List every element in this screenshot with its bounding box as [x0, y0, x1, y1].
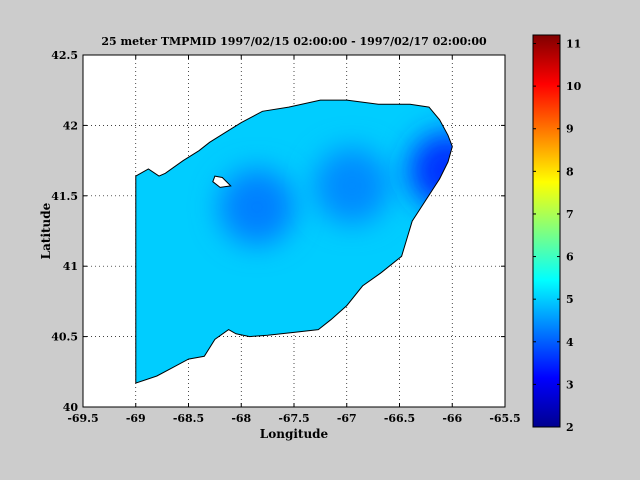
x-tick-label: -69.5 — [67, 412, 98, 425]
y-tick-label: 40 — [63, 401, 79, 414]
cold-pool — [219, 169, 296, 246]
x-tick-label: -68 — [231, 412, 251, 425]
y-tick-label: 41.5 — [51, 190, 78, 203]
x-tick-label: -67 — [337, 412, 357, 425]
x-tick-label: -66 — [442, 412, 462, 425]
y-tick-label: 41 — [63, 260, 78, 273]
colorbar-tick-label: 10 — [566, 80, 582, 93]
axis-ticks: -69.5 -69 -68.5 -68 -67.5 -67 -66.5 -66 -65.5 40 4… — [51, 49, 520, 425]
colorbar-tick-label: 3 — [566, 378, 574, 391]
y-tick-label: 40.5 — [51, 331, 78, 344]
x-tick-label: -65.5 — [489, 412, 520, 425]
x-axis-label: Longitude — [260, 427, 329, 441]
colorbar-tick-label: 8 — [566, 165, 574, 178]
y-axis-label: Latitude — [39, 202, 53, 259]
x-tick-label: -66.5 — [384, 412, 415, 425]
y-tick-label: 42.5 — [51, 49, 78, 62]
cold-pool — [314, 147, 391, 224]
colorbar-tick-label: 4 — [566, 336, 574, 349]
colorbar-ticks: 2 3 4 5 6 7 8 9 10 11 — [533, 38, 582, 434]
colorbar-tick-label: 5 — [566, 293, 574, 306]
x-tick-label: -68.5 — [173, 412, 204, 425]
colorbar-tick-label: 2 — [566, 421, 574, 434]
chart-title: 25 meter TMPMID 1997/02/15 02:00:00 - 19… — [101, 35, 487, 48]
colorbar-tick-label: 11 — [566, 38, 581, 51]
colorbar-tick-label: 6 — [566, 251, 574, 264]
colorbar-tick-label: 7 — [566, 208, 574, 221]
island-outline — [212, 175, 232, 188]
y-tick-label: 42 — [63, 119, 78, 132]
x-tick-label: -69 — [126, 412, 146, 425]
domain-outline — [135, 99, 453, 384]
colorbar-tick-label: 9 — [566, 123, 574, 136]
colorbar — [532, 34, 561, 428]
x-tick-label: -67.5 — [278, 412, 309, 425]
